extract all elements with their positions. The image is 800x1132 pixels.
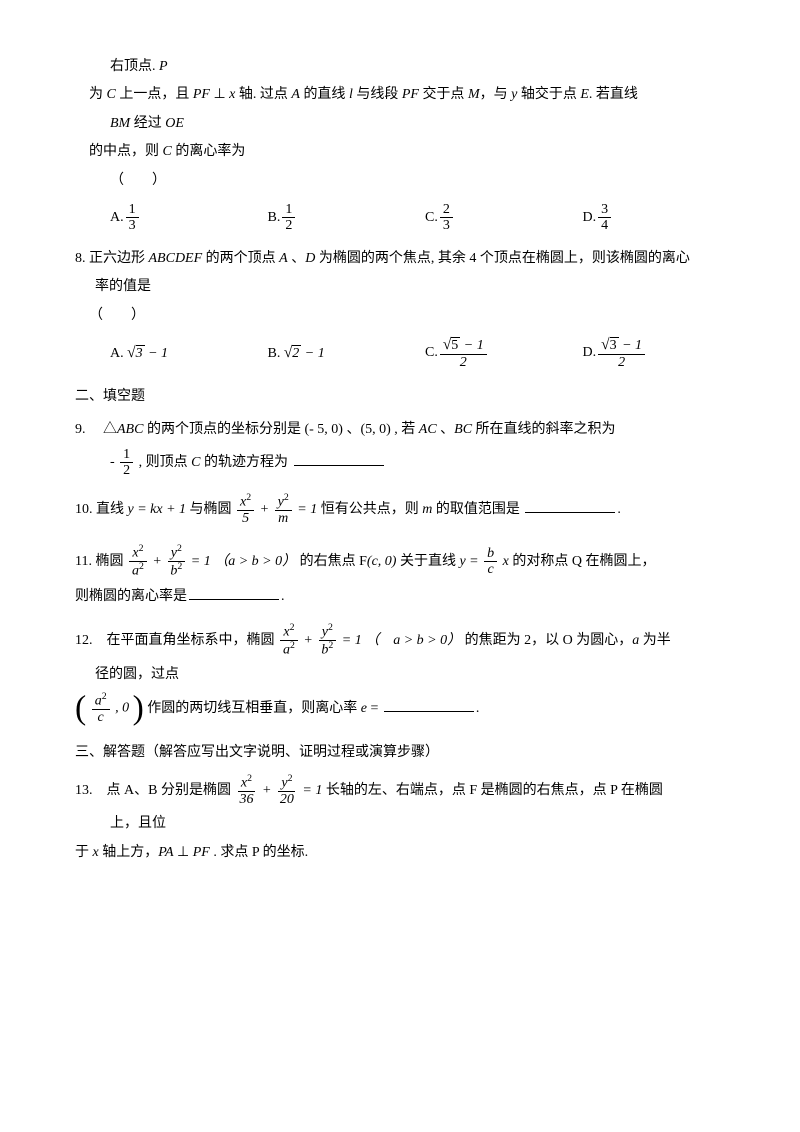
q13-line1: 13. 点 A、B 分别是椭圆 x236 + y220 = 1 长轴的左、右端点… xyxy=(75,774,740,807)
q11-blank xyxy=(189,585,279,600)
q9-line2: - 12 , 则顶点 C 的轨迹方程为 xyxy=(75,447,740,479)
q7-line1: 右顶点. P xyxy=(75,56,740,78)
q8-line1: 8. 正六边形 ABCDEF 的两个顶点 A 、D 为椭圆的两个焦点, 其余 4… xyxy=(75,248,740,270)
q10-blank xyxy=(525,498,615,513)
q13-line2: 上，且位 xyxy=(75,813,740,835)
q7-line2: 为 C 上一点，且 PF ⊥ x 轴. 过点 A 的直线 l 与线段 PF 交于… xyxy=(75,84,740,106)
q8-paren: （ ） xyxy=(75,305,740,327)
q9-line1: 9. △ABC 的两个顶点的坐标分别是 (- 5, 0) 、(5, 0) , 若… xyxy=(75,419,740,441)
q8-option-c: C. 5 − 12 xyxy=(425,337,583,370)
q12-line1: 12. 在平面直角坐标系中，椭圆 x2a2 + y2b2 = 1 （ a > b… xyxy=(75,623,740,658)
q12-line3: ( a2c , 0 ) 作圆的两切线互相垂直，则离心率 e = . xyxy=(75,692,740,725)
q12-blank xyxy=(384,697,474,712)
q7-options: A. 13 B. 12 C. 23 D. 34 xyxy=(75,202,740,234)
q7-option-a: A. 13 xyxy=(110,202,268,234)
q7-option-b: B. 12 xyxy=(268,202,426,234)
q7-paren: （ ） xyxy=(75,170,740,192)
section-3-title: 三、解答题（解答应写出文字说明、证明过程或演算步骤） xyxy=(75,742,740,764)
q11-line2: 则椭圆的离心率是. xyxy=(75,585,740,608)
q7-option-c: C. 23 xyxy=(425,202,583,234)
q8-option-d: D. 3 − 12 xyxy=(583,337,741,370)
q9-blank xyxy=(294,451,384,466)
q7-line4: 的中点，则 C 的离心率为 xyxy=(75,141,740,163)
q8-option-b: B. 2 − 1 xyxy=(268,337,426,370)
q12-line2: 径的圆，过点 xyxy=(75,664,740,686)
section-2-title: 二、填空题 xyxy=(75,386,740,408)
q7-option-d: D. 34 xyxy=(583,202,741,234)
q8-options: A. 3 − 1 B. 2 − 1 C. 5 − 12 D. 3 − 12 xyxy=(75,337,740,370)
q11-line1: 11. 椭圆 x2a2 + y2b2 = 1 （a > b > 0） 的右焦点 … xyxy=(75,544,740,579)
q7-line3: BM 经过 OE xyxy=(75,113,740,135)
q13-line3: 于 x 轴上方，PA ⊥ PF . 求点 P 的坐标. xyxy=(75,842,740,864)
q8-line2: 率的值是 xyxy=(75,276,740,298)
q8-option-a: A. 3 − 1 xyxy=(110,337,268,370)
q10: 10. 直线 y = kx + 1 与椭圆 x25 + y2m = 1 恒有公共… xyxy=(75,493,740,526)
